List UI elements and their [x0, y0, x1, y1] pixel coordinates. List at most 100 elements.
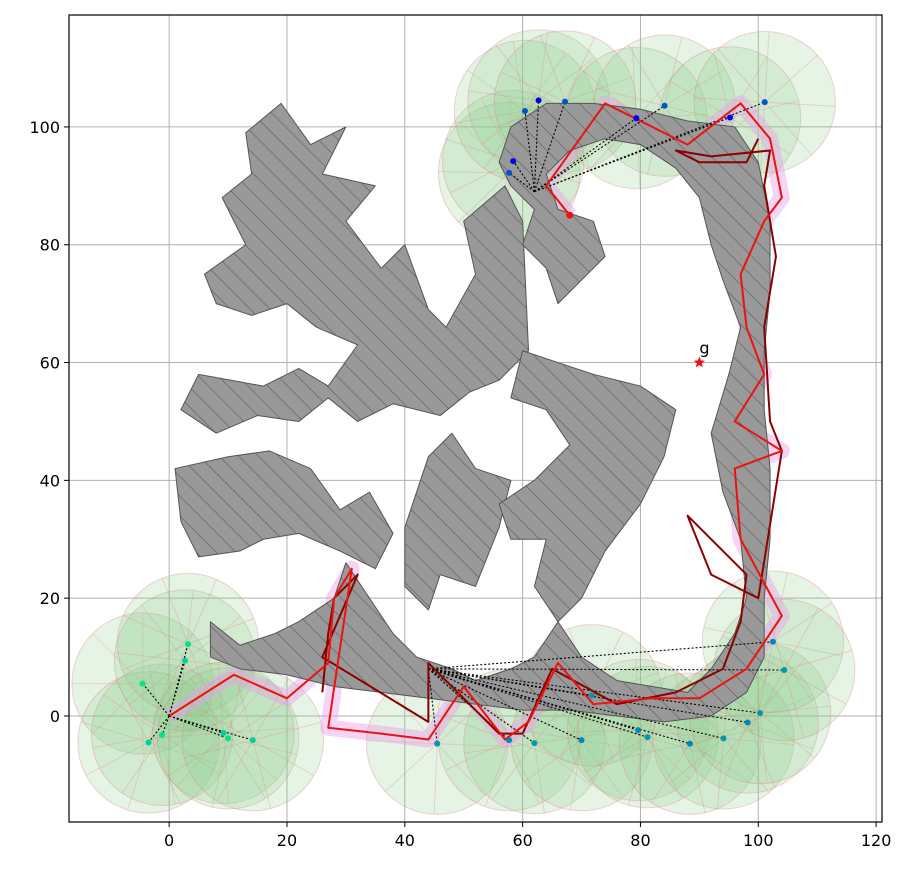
sensor-ray	[669, 737, 724, 785]
sensor-point	[761, 99, 768, 106]
sensor-ray	[783, 669, 847, 705]
sensor-link	[428, 668, 748, 723]
sensor-ray	[647, 736, 716, 757]
sensor-point	[781, 667, 788, 674]
sensor-ray	[508, 739, 540, 805]
sensor-ray	[482, 100, 539, 144]
sensor-ray	[127, 742, 150, 811]
sensor-point	[510, 158, 517, 165]
sensor-ray	[115, 679, 149, 743]
sensor-ray	[184, 739, 253, 759]
sensor-points	[139, 97, 788, 747]
sensor-ray	[729, 117, 791, 155]
x-tick-label: 20	[277, 831, 297, 850]
sensor-link	[428, 641, 774, 670]
sensor-ray	[500, 71, 566, 103]
sensor-ray	[729, 100, 799, 118]
sensor-ray	[161, 676, 203, 736]
sensor-ray	[444, 739, 510, 771]
sensor-ray	[223, 727, 294, 734]
sensor-ray	[389, 691, 438, 744]
sensor-ray	[689, 712, 761, 721]
sensor-point	[506, 737, 513, 744]
sensor-ray	[682, 721, 748, 751]
sensor-ray	[252, 739, 315, 777]
sensor-ray	[491, 742, 535, 800]
sensor-ray	[222, 733, 229, 804]
axis-ticks: 0 20 40 60 80 100 120 0 20 40 60 80 100	[29, 118, 891, 850]
x-tick-label: 120	[861, 831, 892, 850]
sensor-ray	[747, 656, 775, 723]
sensor-ray	[437, 743, 508, 748]
sensor-ray	[227, 738, 266, 799]
sensor-ray	[468, 90, 539, 101]
sensor-ray	[749, 669, 785, 733]
sensor-ray	[176, 732, 224, 787]
sensor-point	[720, 735, 727, 742]
sensor-ray	[184, 660, 230, 717]
sensor-ray	[783, 669, 805, 739]
sensor-ray	[140, 604, 186, 661]
x-tick-label: 40	[395, 831, 415, 850]
sensor-ray	[620, 743, 691, 760]
y-tick-label: 100	[29, 118, 60, 137]
sensor-ray	[783, 607, 819, 671]
sensor-ray	[581, 739, 624, 798]
sensor-ray	[227, 669, 245, 739]
obstacle-hatch	[175, 450, 394, 569]
sensor-ray	[252, 678, 289, 741]
sensor-ray	[227, 700, 289, 739]
sensor-ray	[714, 712, 761, 768]
plot-frame	[68, 14, 883, 823]
x-tick-label: 100	[743, 831, 774, 850]
sensor-ray	[635, 65, 684, 119]
sensor-ray	[689, 743, 706, 813]
sensor-ray	[129, 660, 186, 705]
sensor-ray	[694, 97, 765, 103]
sensor-point	[661, 102, 668, 109]
sensor-point	[506, 169, 513, 176]
sensor-point	[744, 719, 751, 726]
sensor-ray	[227, 737, 298, 755]
sensor-ray	[759, 102, 766, 173]
y-tick-label: 60	[40, 354, 60, 373]
sensor-ray	[438, 171, 510, 174]
sensor-ray	[723, 738, 770, 793]
sensor-ray	[161, 734, 221, 776]
sensor-ray	[464, 742, 535, 754]
sensor-ray	[627, 44, 666, 106]
sensor-ray	[772, 641, 843, 657]
sensor-ray	[123, 615, 189, 645]
sensor-ray	[92, 734, 163, 749]
sensor-ray	[664, 68, 726, 107]
sensor-ray	[384, 743, 438, 792]
sensor-ray	[764, 54, 819, 103]
sensor-point	[686, 740, 693, 747]
sensor-point	[727, 114, 734, 121]
sensor-link	[168, 715, 229, 739]
goal-label: g	[699, 339, 709, 358]
sensor-ray	[564, 76, 632, 103]
sensor-point	[578, 737, 585, 744]
sensor-ray	[747, 694, 814, 723]
sensor-ray	[534, 732, 605, 744]
sensor-ray	[148, 674, 170, 743]
sensor-link	[534, 116, 731, 193]
sensor-point	[770, 638, 777, 645]
sensor-ray	[758, 641, 774, 712]
sensor-ray	[223, 732, 278, 780]
obstacle-hatch	[210, 103, 771, 722]
sensor-point	[159, 731, 166, 738]
sensor-ray	[772, 641, 813, 702]
sensor-ray	[495, 43, 539, 101]
sensor-ray	[148, 742, 217, 764]
paths	[168, 102, 783, 741]
sensor-ray	[85, 742, 149, 776]
y-tick-label: 20	[40, 589, 60, 608]
sensor-point	[635, 727, 642, 734]
sensor-ray	[524, 739, 582, 783]
sensor-ray	[152, 732, 224, 739]
sensor-point	[535, 97, 542, 104]
sensor-point	[225, 735, 232, 742]
y-tick-label: 40	[40, 471, 60, 490]
